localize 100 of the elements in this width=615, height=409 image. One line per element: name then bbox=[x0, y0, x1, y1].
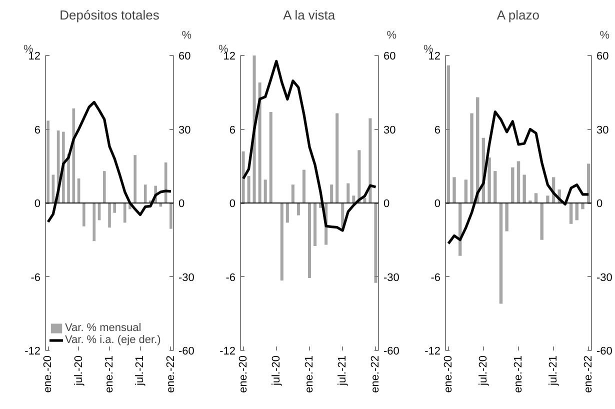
bar bbox=[575, 203, 579, 220]
y-tick-label: -12 bbox=[24, 346, 41, 358]
y2-tick-label: -30 bbox=[596, 272, 612, 284]
x-tick-label: jul.-20 bbox=[477, 355, 490, 386]
bar bbox=[494, 171, 497, 203]
bar bbox=[291, 184, 294, 203]
y2-tick-label: -60 bbox=[384, 346, 400, 358]
x-tick-label: jul.-21 bbox=[336, 355, 349, 386]
bar bbox=[581, 203, 584, 210]
bar bbox=[452, 177, 456, 203]
bar bbox=[522, 174, 526, 203]
bar bbox=[488, 158, 491, 203]
y-tick-label: -6 bbox=[430, 272, 440, 284]
bar bbox=[534, 193, 538, 203]
bar bbox=[269, 112, 272, 203]
bar bbox=[46, 120, 50, 203]
y2-tick-label: 0 bbox=[596, 198, 603, 210]
bar bbox=[546, 196, 550, 203]
y-tick-label: 0 bbox=[229, 198, 236, 210]
bar bbox=[108, 203, 111, 228]
bar bbox=[586, 164, 590, 203]
y2-tick-label: -30 bbox=[384, 272, 400, 284]
x-tick-label: ene.-20 bbox=[42, 355, 54, 393]
bar bbox=[170, 203, 172, 229]
y-tick-label: 12 bbox=[28, 50, 41, 62]
chart-title: Depósitos totales bbox=[60, 8, 160, 22]
y2-tick-label: 30 bbox=[596, 124, 609, 136]
bar bbox=[296, 203, 300, 216]
chart-title: A la vista bbox=[283, 8, 336, 22]
y2-tick-label: 60 bbox=[178, 50, 191, 62]
bar bbox=[358, 150, 361, 203]
bar bbox=[511, 167, 514, 203]
bar bbox=[446, 65, 450, 203]
bar bbox=[123, 203, 126, 223]
y2-axis-title: % bbox=[600, 30, 610, 42]
y-tick-label: 12 bbox=[223, 50, 236, 62]
y2-tick-label: 0 bbox=[384, 198, 390, 210]
line-series bbox=[242, 60, 378, 232]
legend-label: Var. % i.a. (eje der.) bbox=[65, 334, 161, 346]
bar bbox=[352, 196, 356, 203]
x-tick-label: ene.-21 bbox=[512, 355, 524, 393]
bar bbox=[302, 170, 306, 203]
bar bbox=[247, 176, 250, 203]
x-tick-label: jul.-20 bbox=[72, 355, 85, 386]
bar bbox=[264, 180, 267, 203]
y2-tick-label: 60 bbox=[596, 50, 609, 62]
bar bbox=[67, 154, 70, 203]
legend-label: Var. % mensual bbox=[65, 322, 142, 334]
y-tick-label: 6 bbox=[229, 124, 236, 136]
line-series bbox=[447, 110, 590, 245]
bar bbox=[374, 203, 378, 283]
x-tick-label: ene.-22 bbox=[582, 355, 595, 393]
bar bbox=[470, 113, 474, 203]
bar bbox=[258, 82, 262, 203]
bar bbox=[330, 184, 334, 203]
y-tick-label: -6 bbox=[226, 272, 236, 284]
bar bbox=[82, 203, 86, 226]
y2-tick-label: -60 bbox=[178, 346, 194, 358]
x-tick-label: jul.-21 bbox=[134, 355, 146, 386]
x-tick-label: ene.-22 bbox=[370, 355, 382, 393]
bar bbox=[286, 203, 289, 223]
bar bbox=[92, 203, 96, 242]
y-tick-label: 0 bbox=[34, 198, 41, 210]
bar bbox=[280, 203, 284, 280]
x-tick-label: jul.-20 bbox=[270, 355, 282, 386]
bar bbox=[113, 203, 116, 213]
bar bbox=[499, 203, 503, 304]
bar bbox=[102, 171, 106, 203]
y-tick-label: -6 bbox=[30, 272, 40, 284]
y2-tick-label: -60 bbox=[596, 346, 612, 358]
bar bbox=[134, 155, 137, 203]
bar bbox=[346, 183, 350, 203]
line-series bbox=[46, 100, 172, 224]
x-tick-label: ene.-20 bbox=[442, 355, 454, 393]
y-tick-label: -12 bbox=[220, 346, 236, 358]
x-tick-label: ene.-21 bbox=[104, 355, 116, 393]
y2-tick-label: 60 bbox=[384, 50, 396, 62]
bar bbox=[540, 203, 544, 240]
y-tick-label: 6 bbox=[34, 124, 41, 136]
y2-axis-title: % bbox=[386, 30, 397, 42]
y-tick-label: -12 bbox=[424, 346, 441, 358]
chart-title: A plazo bbox=[496, 8, 540, 22]
bar bbox=[569, 203, 573, 224]
x-tick-label: ene.-22 bbox=[164, 355, 177, 393]
bar bbox=[336, 113, 339, 203]
bar bbox=[368, 118, 372, 203]
bar bbox=[505, 203, 508, 232]
y2-tick-label: 30 bbox=[384, 124, 396, 136]
bar bbox=[516, 161, 520, 203]
y2-tick-label: -30 bbox=[178, 272, 194, 284]
x-tick-label: jul.-21 bbox=[548, 355, 560, 386]
y2-tick-label: 30 bbox=[178, 124, 191, 136]
bar bbox=[242, 151, 245, 203]
y2-tick-label: 0 bbox=[178, 198, 185, 210]
y2-axis-title: % bbox=[182, 30, 192, 42]
bar bbox=[308, 203, 312, 278]
bar bbox=[464, 180, 468, 203]
y-tick-label: 0 bbox=[434, 198, 441, 210]
y-tick-label: 12 bbox=[428, 50, 441, 62]
y-tick-label: 6 bbox=[434, 124, 441, 136]
